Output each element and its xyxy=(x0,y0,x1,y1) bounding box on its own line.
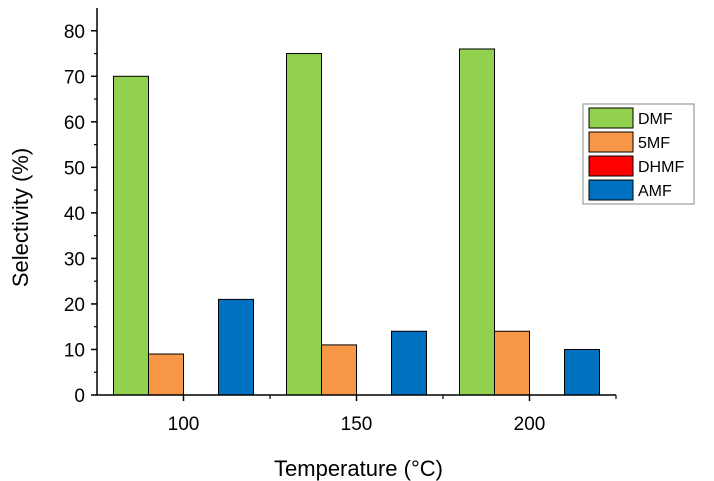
y-ticks-group: 0 10 20 30 40 50 60 70 80 xyxy=(64,22,97,407)
y-tick-label: 0 xyxy=(74,386,85,407)
y-axis-title: Selectivity (%) xyxy=(8,148,33,287)
y-tick-label: 80 xyxy=(64,22,85,43)
legend-label-dmf: DMF xyxy=(638,111,673,128)
legend-swatch-amf xyxy=(588,179,634,201)
bar-dmf-150 xyxy=(286,53,322,396)
x-axis-title: Temperature (°C) xyxy=(274,456,443,481)
legend-swatch-5mf xyxy=(588,131,634,153)
legend-label-5mf: 5MF xyxy=(638,135,670,152)
y-tick-label: 20 xyxy=(64,295,85,316)
y-tick-label: 70 xyxy=(64,67,85,88)
x-tick-label: 100 xyxy=(168,414,200,435)
y-tick-label: 60 xyxy=(64,113,85,134)
legend-label-dhmf: DHMF xyxy=(638,159,684,176)
bars-group xyxy=(113,48,600,396)
y-tick-label: 50 xyxy=(64,158,85,179)
x-tick-label: 150 xyxy=(341,414,373,435)
x-tick-label: 200 xyxy=(514,414,546,435)
bar-amf-150 xyxy=(391,330,427,396)
bar-amf-200 xyxy=(564,348,600,396)
legend: DMF 5MF DHMF AMF xyxy=(582,103,695,205)
bar-5mf-150 xyxy=(321,344,357,396)
bar-5mf-100 xyxy=(148,353,184,396)
bar-dmf-200 xyxy=(459,48,495,396)
y-tick-label: 40 xyxy=(64,204,85,225)
legend-label-amf: AMF xyxy=(638,183,672,200)
bar-dmf-100 xyxy=(113,75,149,396)
axes-group xyxy=(96,8,616,396)
legend-swatch-dhmf xyxy=(588,155,634,177)
bar-5mf-200 xyxy=(494,330,530,396)
bar-amf-100 xyxy=(218,298,254,396)
x-ticks-group: 100 150 200 xyxy=(168,395,617,435)
y-tick-label: 10 xyxy=(64,340,85,361)
y-tick-label: 30 xyxy=(64,249,85,270)
legend-swatch-dmf xyxy=(588,107,634,129)
